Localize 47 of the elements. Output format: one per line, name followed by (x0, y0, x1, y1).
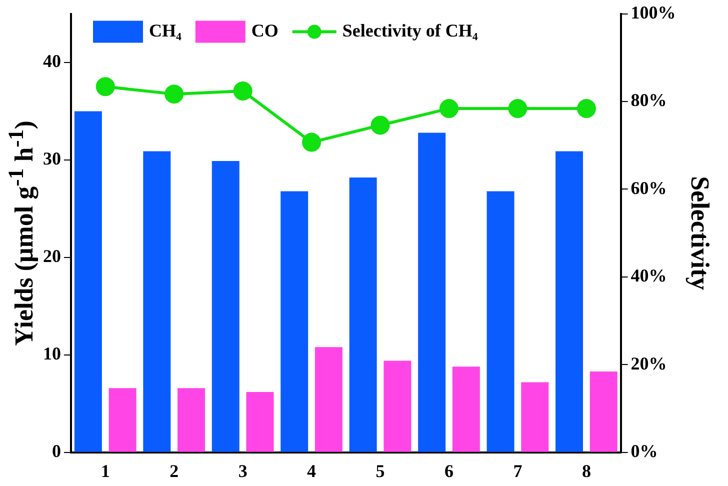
bar (108, 388, 136, 452)
x-tick-label: 7 (513, 460, 522, 481)
y-tick-label: 20 (43, 246, 61, 266)
point (508, 99, 528, 118)
y-tick-label: 40 (43, 51, 61, 72)
bar (314, 347, 342, 452)
y-tick-label: 10 (43, 344, 61, 364)
x-tick-label: 3 (238, 460, 248, 481)
bar (74, 111, 102, 452)
bar (486, 191, 514, 452)
point (302, 132, 322, 152)
y2-tick-label: 80% (630, 90, 667, 110)
y2-tick-label: 20% (630, 353, 667, 374)
bar (384, 360, 412, 452)
x-tick-label: 1 (100, 460, 110, 481)
legend-label: Selectivity of CH₄ (342, 20, 478, 40)
bar (452, 366, 480, 452)
point (164, 84, 184, 104)
y2-tick-label: 40% (630, 266, 667, 286)
bar (590, 372, 618, 452)
bar (212, 160, 240, 452)
point (370, 116, 390, 135)
legend-label: CH₄ (149, 20, 182, 40)
point (96, 77, 115, 96)
point (233, 81, 252, 100)
x-tick-label: 6 (444, 460, 454, 481)
bar (280, 191, 308, 452)
x-tick-label: 8 (582, 460, 591, 481)
point (439, 99, 458, 118)
bar (143, 151, 171, 452)
y2-tick-label: 0% (630, 441, 658, 462)
y-tick-label: 30 (43, 148, 61, 169)
bar (418, 132, 446, 452)
point (576, 99, 596, 118)
y2-axis-title: Selectivity (686, 176, 715, 290)
x-tick-label: 4 (307, 460, 316, 481)
bar (521, 382, 549, 452)
y-tick-label: 0 (52, 441, 61, 462)
y2-tick-label: 100% (630, 2, 676, 22)
bar (178, 388, 206, 452)
bar (246, 392, 274, 452)
x-tick-label: 2 (170, 460, 179, 481)
legend-label: CO (251, 20, 278, 40)
bar (556, 151, 583, 452)
y2-tick-label: 60% (630, 178, 667, 198)
x-tick-label: 5 (376, 460, 385, 481)
bar (349, 178, 377, 452)
